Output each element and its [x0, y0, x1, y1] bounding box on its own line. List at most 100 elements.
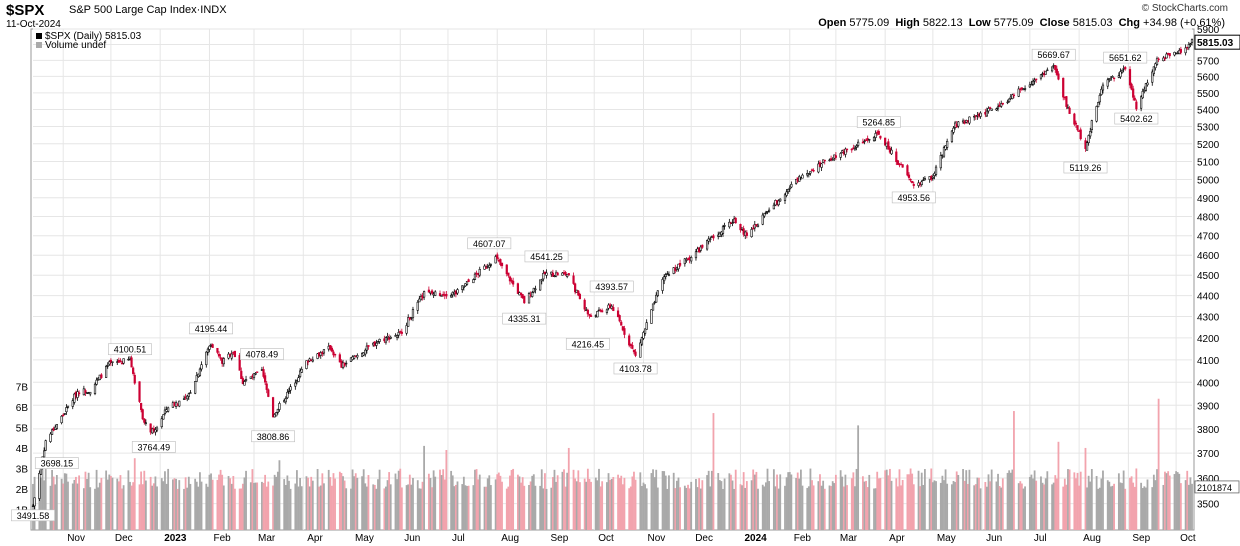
candle-body — [488, 264, 491, 268]
candle-body — [995, 108, 998, 111]
candle-body — [596, 311, 599, 318]
volume-bar — [874, 488, 877, 530]
volume-bar — [151, 485, 154, 530]
volume-bar — [550, 487, 553, 530]
volume-bar — [94, 488, 96, 530]
volume-bar — [362, 469, 365, 530]
annotation-label: 4216.45 — [572, 339, 605, 349]
volume-bar — [505, 488, 508, 530]
candle-body — [345, 362, 348, 365]
volume-bar — [361, 476, 363, 530]
candle-body — [485, 267, 488, 269]
chart-ticker: $SPX — [6, 2, 45, 19]
candle-body — [906, 165, 909, 176]
candle-body — [820, 163, 823, 168]
annotation-label: 4335.31 — [508, 314, 541, 324]
volume-bar — [1162, 484, 1165, 530]
annotation-box — [189, 322, 233, 335]
candle-body — [996, 106, 1000, 109]
candle-body — [572, 275, 575, 284]
time-tick-label: Feb — [213, 533, 231, 544]
candle-body — [427, 289, 430, 293]
volume-bar — [388, 472, 391, 530]
candle-body — [1132, 88, 1135, 98]
volume-bar — [234, 488, 236, 530]
volume-bar — [876, 471, 879, 530]
candle-body — [78, 392, 81, 395]
candle-body — [254, 373, 257, 375]
volume-bar — [846, 485, 848, 530]
annotation-label: 4100.51 — [114, 345, 147, 355]
volume-bar — [407, 484, 410, 530]
candle-body — [745, 232, 748, 236]
candle-body — [912, 184, 915, 186]
volume-bar — [917, 470, 920, 530]
candle-body — [939, 155, 942, 169]
volume-bar — [1164, 471, 1166, 530]
volume-bar — [440, 475, 443, 530]
volume-bar — [410, 484, 413, 530]
candle-body — [1073, 113, 1076, 125]
volume-bar — [429, 477, 432, 530]
candle-body — [567, 273, 570, 276]
candle-body — [445, 294, 448, 297]
volume-bar — [1106, 480, 1109, 530]
volume-bar — [885, 469, 888, 530]
volume-bar — [572, 469, 575, 530]
volume-bar — [189, 483, 192, 530]
candle-body — [119, 360, 122, 363]
volume-bar — [127, 470, 130, 530]
volume-bar — [184, 477, 187, 530]
volume-bar — [442, 469, 445, 530]
volume-bar — [284, 484, 287, 530]
volume-bar — [784, 485, 786, 530]
volume-bar — [1051, 484, 1053, 530]
volume-bar — [631, 476, 634, 530]
volume-bar — [931, 482, 934, 530]
volume-bar — [488, 475, 491, 530]
volume-bar — [100, 477, 103, 530]
volume-bar — [623, 477, 626, 530]
volume-bar — [342, 476, 344, 530]
volume-bar — [687, 484, 689, 530]
volume-bar — [723, 478, 726, 530]
volume-bar — [774, 486, 777, 530]
candle-body — [855, 145, 858, 148]
candle-body — [162, 414, 165, 420]
candle-body — [701, 244, 704, 248]
volume-bar — [811, 480, 813, 530]
volume-bar — [1022, 488, 1025, 530]
candle-body — [909, 178, 912, 181]
volume-bar — [211, 479, 214, 530]
candle-body — [812, 169, 815, 172]
price-tick-label: 5900 — [1197, 25, 1220, 36]
candle-body — [1008, 98, 1011, 103]
volume-bar — [722, 488, 724, 530]
volume-bar — [551, 477, 554, 530]
volume-bar — [133, 458, 136, 530]
candle-body — [1163, 57, 1167, 60]
volume-bar — [467, 485, 470, 530]
price-tick-label: 4000 — [1197, 378, 1220, 389]
volume-bar — [555, 481, 557, 530]
candle-body — [650, 309, 653, 324]
volume-bar — [1178, 473, 1181, 530]
candle-body — [1050, 66, 1054, 72]
volume-bar — [720, 481, 723, 530]
price-tick-label: 5400 — [1197, 105, 1220, 116]
volume-bar — [757, 488, 759, 530]
volume-bar — [443, 479, 446, 530]
candle-body — [155, 427, 159, 431]
candle-body — [89, 391, 92, 395]
time-tick-label: Jul — [1034, 533, 1047, 544]
candle-body — [1162, 57, 1165, 62]
volume-bar — [1111, 485, 1114, 530]
volume-bar — [852, 472, 855, 530]
time-tick-label: Aug — [1083, 533, 1101, 544]
candle-body — [642, 332, 645, 339]
volume-bar — [95, 469, 98, 530]
candle-body — [645, 322, 648, 330]
candle-body — [233, 350, 237, 358]
candle-body — [66, 405, 70, 408]
